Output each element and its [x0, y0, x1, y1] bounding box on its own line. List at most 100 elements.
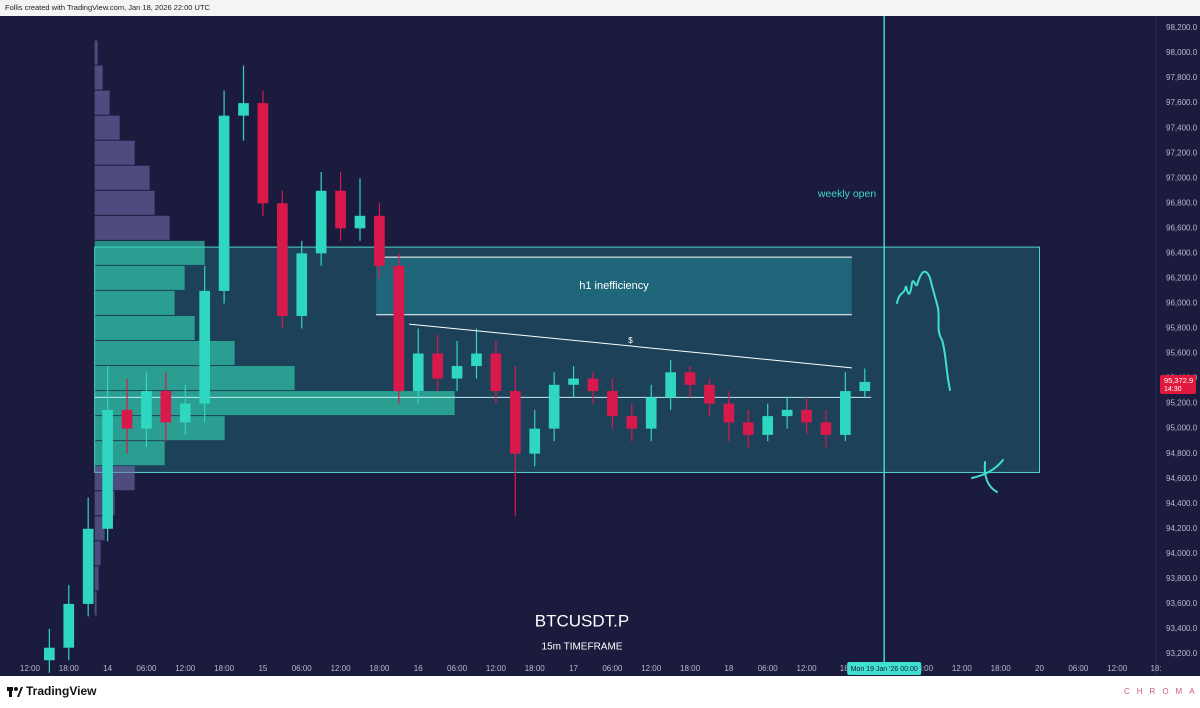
crosshair-label: Mon 19 Jan '26 00:00 [851, 666, 918, 673]
x-tick-label: 16 [414, 664, 423, 673]
y-tick-label: 94,400.0 [1166, 499, 1198, 508]
candle-body [684, 372, 696, 385]
weekly-open-label: weekly open [817, 188, 877, 200]
candle-body [102, 409, 113, 529]
x-tick-label: 06:00 [447, 664, 468, 673]
candle-body [762, 416, 774, 435]
x-tick-label: 18:00 [680, 664, 701, 673]
y-tick-label: 94,600.0 [1166, 474, 1198, 483]
candle-body [238, 103, 249, 116]
candle-body [393, 265, 405, 392]
y-tick-label: 96,800.0 [1166, 198, 1198, 207]
volume-profile-bar [94, 65, 103, 90]
candle-body [296, 253, 308, 316]
zone-label: h1 inefficiency [579, 280, 649, 292]
volume-profile-bar [94, 215, 170, 240]
x-tick-label: 12:00 [331, 664, 352, 673]
y-tick-label: 94,200.0 [1166, 524, 1198, 533]
y-tick-label: 95,600.0 [1166, 349, 1198, 358]
y-tick-label: 94,800.0 [1166, 449, 1198, 458]
y-tick-label: 97,800.0 [1166, 73, 1198, 82]
volume-profile-bar [94, 591, 97, 616]
y-tick-label: 95,200.0 [1166, 399, 1198, 408]
x-tick-label: 12:00 [175, 664, 196, 673]
x-tick-label: 06:00 [758, 664, 779, 673]
candle-body [160, 391, 172, 423]
volume-profile-bar [94, 165, 150, 190]
candle-body [335, 190, 346, 229]
volume-profile-bar [94, 391, 455, 416]
hand-drawing [896, 270, 1004, 493]
x-tick-label: 18: [840, 664, 851, 673]
candle-body [704, 384, 715, 404]
volume-profile-bar [94, 115, 120, 140]
candle-body [432, 353, 443, 379]
x-tick-label: 06:00 [602, 664, 623, 673]
x-tick-label: 12:00 [20, 664, 41, 673]
chart-title: BTCUSDT.P [535, 611, 629, 630]
volume-profile-bar [94, 190, 155, 215]
scribble-up [896, 270, 951, 391]
x-tick-label: 18:00 [991, 664, 1012, 673]
brand: TradingView [26, 684, 97, 698]
candle-body [199, 290, 211, 404]
y-tick-label: 96,200.0 [1166, 274, 1198, 283]
y-tick-label: 97,200.0 [1166, 148, 1198, 157]
volume-profile-bar [94, 541, 101, 566]
y-tick-label: 93,600.0 [1166, 599, 1198, 608]
volume-profile-bar [94, 90, 110, 115]
y-tick-label: 93,400.0 [1166, 624, 1198, 633]
scribble-x [971, 459, 1004, 493]
candle-body [645, 397, 657, 429]
y-tick-label: 97,400.0 [1166, 123, 1198, 132]
candle-body [490, 353, 502, 392]
candle-body [82, 528, 94, 604]
volume-profile-bar [94, 566, 99, 591]
candle-body [179, 403, 191, 423]
candle-body [315, 190, 327, 254]
x-tick-label: 12:00 [797, 664, 818, 673]
y-tick-label: 96,600.0 [1166, 223, 1198, 232]
crosshair-label-bg [847, 662, 922, 675]
footer-bar [0, 676, 1200, 708]
candle-body [276, 203, 288, 316]
candle-body [354, 215, 366, 229]
last-price-tag [1160, 374, 1196, 394]
x-tick-label: 18:00 [369, 664, 390, 673]
x-tick-label: 17 [569, 664, 578, 673]
candle-body [840, 391, 851, 435]
y-tick-label: 94,000.0 [1166, 549, 1198, 558]
volume-profile-bar [94, 40, 98, 65]
candle-body [859, 381, 871, 392]
candle-body [665, 372, 676, 398]
x-tick-label: 12:00 [952, 664, 973, 673]
chart-subtitle: 15m TIMEFRAME [542, 642, 623, 653]
x-tick-label: 12:00 [641, 664, 662, 673]
x-tick-label: 18 [724, 664, 733, 673]
x-tick-label: 18:00 [525, 664, 546, 673]
y-tick-label: 98,000.0 [1166, 48, 1198, 57]
y-tick-label: 98,200.0 [1166, 23, 1198, 32]
candle-body [257, 103, 269, 204]
candle-body [742, 422, 754, 435]
y-tick-label: 93,800.0 [1166, 574, 1198, 583]
x-tick-label: 06:00 [1068, 664, 1089, 673]
x-tick-label: 06:00 [913, 664, 934, 673]
y-tick-label: 96,000.0 [1166, 299, 1198, 308]
x-tick-label: 18:00 [59, 664, 80, 673]
volume-profile-bar [94, 516, 105, 541]
x-tick-label: 06:00 [292, 664, 313, 673]
x-tick-label: 18: [1150, 664, 1161, 673]
candle-body [121, 409, 133, 429]
candle-body [44, 647, 55, 661]
candle-body [781, 409, 793, 417]
header-text: Follis created with TradingView.com, Jan… [5, 3, 211, 12]
candle-body [218, 115, 230, 291]
candle-body [626, 416, 638, 429]
volume-profile-bar [94, 366, 295, 391]
watermark: CHROMA [1124, 687, 1200, 696]
volume-profile-bar [94, 290, 175, 315]
y-tick-label: 97,000.0 [1166, 173, 1198, 182]
candle-body [374, 215, 385, 266]
